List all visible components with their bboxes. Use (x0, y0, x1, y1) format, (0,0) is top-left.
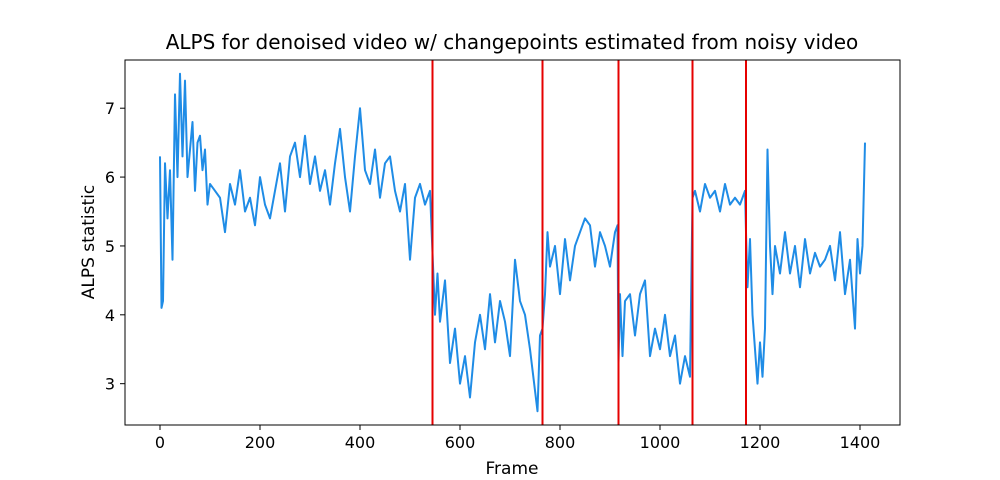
y-axis-label: ALPS statistic (79, 185, 99, 299)
y-tick-label-3: 6 (105, 168, 115, 187)
x-axis-label: Frame (486, 459, 539, 479)
y-tick-label-4: 7 (105, 99, 115, 118)
x-tick-label-1: 200 (245, 433, 276, 452)
plot-frame (124, 59, 901, 426)
series-line-0 (159, 72, 866, 413)
y-tick-label-2: 5 (105, 237, 115, 256)
x-tick-label-0: 0 (155, 433, 165, 452)
y-tick-label-0: 3 (105, 375, 115, 394)
axis-ticks: 0 200 400 600 800 1000 1200 1400 3 4 5 6 7 (105, 99, 881, 452)
chart-title: ALPS for denoised video w/ changepoints … (166, 30, 859, 54)
x-tick-label-7: 1400 (840, 433, 881, 452)
y-tick-label-1: 4 (105, 306, 115, 325)
x-tick-label-5: 1000 (640, 433, 681, 452)
x-tick-label-3: 600 (445, 433, 476, 452)
x-tick-label-4: 800 (545, 433, 576, 452)
plot-area (159, 60, 866, 425)
x-tick-label-6: 1200 (740, 433, 781, 452)
x-tick-label-2: 400 (345, 433, 376, 452)
